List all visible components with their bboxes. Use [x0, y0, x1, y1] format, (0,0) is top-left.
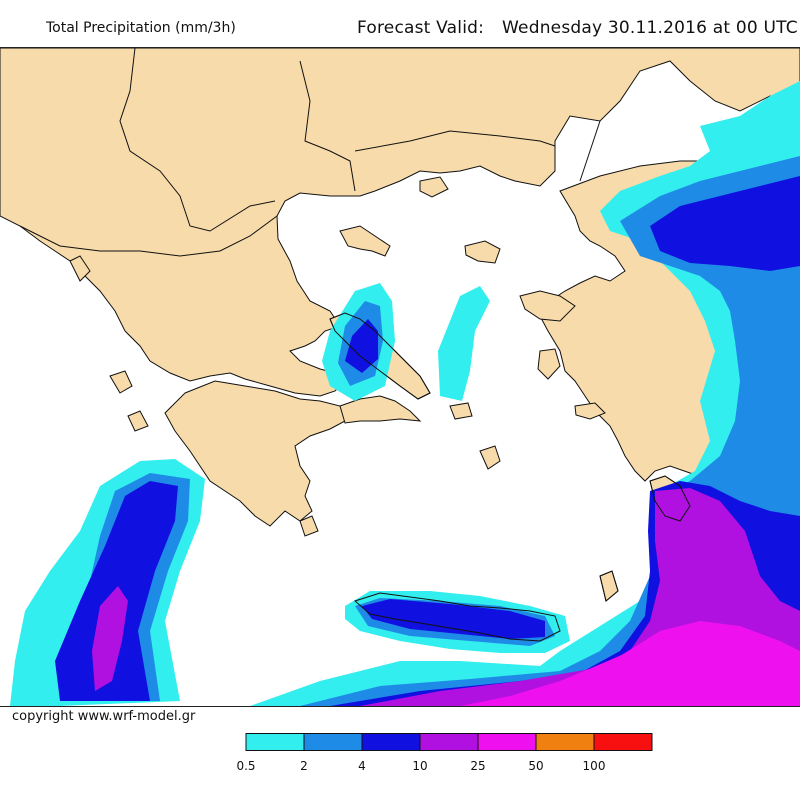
legend-tick-label: 0.5 [236, 759, 256, 773]
product-title: Total Precipitation (mm/3h) [46, 20, 236, 36]
mainland-balkans [0, 48, 800, 397]
precip-aegean-cyan [438, 286, 490, 401]
lemnos [464, 240, 501, 264]
legend-swatch [419, 733, 479, 751]
legend-tick-label: 4 [358, 759, 366, 773]
corfu [69, 255, 91, 282]
samos [574, 402, 606, 420]
legend-tick-label: 2 [300, 759, 308, 773]
legend-tick-label: 25 [470, 759, 486, 773]
andros [449, 402, 473, 420]
chios [537, 348, 561, 380]
legend-tick-label: 50 [528, 759, 544, 773]
legend-swatch [361, 733, 421, 751]
legend-colorbar [245, 733, 653, 751]
kythera [299, 515, 319, 537]
attica [339, 395, 422, 424]
naxos [479, 445, 501, 470]
legend-swatch [535, 733, 595, 751]
legend-swatch [593, 733, 653, 751]
precip-magenta-layer [460, 621, 800, 706]
copyright-text: copyright www.wrf-model.gr [12, 709, 196, 724]
valid-time: Wednesday 30.11.2016 at 00 UTC [502, 18, 798, 38]
precipitation-map [0, 47, 800, 707]
kefalonia [109, 370, 133, 394]
precip-east-magenta [460, 621, 800, 706]
precip-west-purple [92, 586, 128, 691]
forecast-valid: Forecast Valid: Wednesday 30.11.2016 at 0… [357, 18, 798, 38]
coastline-overlay [329, 312, 691, 642]
lesvos [519, 290, 576, 322]
legend-tick-label: 10 [412, 759, 428, 773]
legend-swatch [245, 733, 305, 751]
zakynthos [127, 410, 149, 432]
border-layer [19, 48, 601, 257]
legend-tick-label: 100 [582, 759, 606, 773]
valid-label: Forecast Valid: [357, 18, 485, 38]
precip-crete-blue [362, 599, 545, 639]
legend-swatch [303, 733, 363, 751]
precip-east-blue-north [650, 176, 800, 271]
precip-evia-blue [345, 319, 378, 373]
legend-swatch [477, 733, 537, 751]
peloponnese [164, 380, 346, 527]
thasos [419, 176, 449, 198]
chalkidiki [339, 225, 391, 257]
